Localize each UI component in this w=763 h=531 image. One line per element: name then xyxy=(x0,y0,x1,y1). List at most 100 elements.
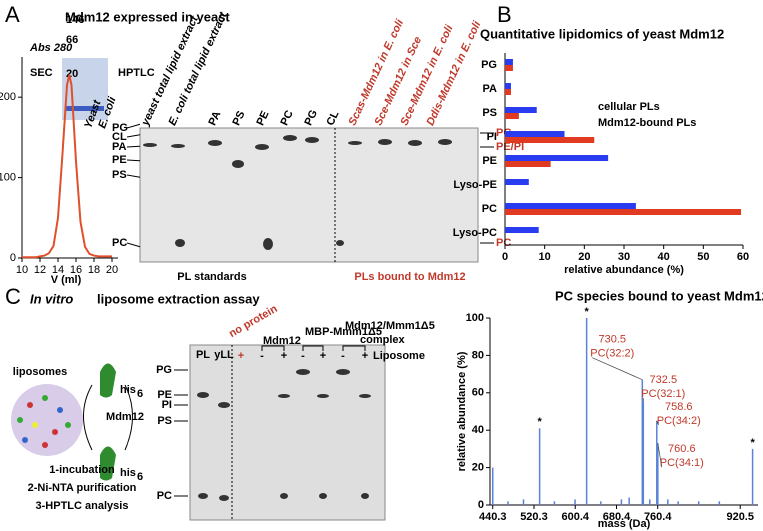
lane-label: PC xyxy=(278,109,295,128)
annotation-leader xyxy=(592,357,643,381)
x-tick-label: 30 xyxy=(618,251,630,263)
y-axis-label: relative abundance (%) xyxy=(456,351,468,471)
lane-label: CL xyxy=(324,109,341,128)
x-tick-label: 20 xyxy=(578,251,590,263)
lane-label: PA xyxy=(206,109,223,127)
panel-letter: A xyxy=(5,2,20,27)
x-tick-label: 50 xyxy=(697,251,709,263)
sign-label: - xyxy=(301,350,305,362)
x-tick-label: 14 xyxy=(52,264,64,276)
gel-band xyxy=(66,106,104,111)
tag-sub: 6 xyxy=(137,388,143,400)
label-tick xyxy=(126,174,141,178)
x-axis-label: V (ml) xyxy=(51,274,82,286)
y-tick-label: 200 xyxy=(0,91,16,103)
liposome xyxy=(11,384,83,456)
lane-label: PS xyxy=(230,109,247,127)
x-tick-label: 10 xyxy=(16,264,28,276)
x-axis-label: mass (Da) xyxy=(598,518,651,530)
condition-label: complex xyxy=(360,334,406,346)
tag-label: his xyxy=(120,467,136,479)
annotation-mass: 732.5 xyxy=(650,374,678,386)
panel-title: Mdm12 expressed in yeast xyxy=(65,9,230,24)
bar xyxy=(505,131,565,137)
method-label: HPTLC xyxy=(118,67,155,79)
sec-line xyxy=(22,74,112,259)
annotation-leader xyxy=(656,420,660,426)
condition-label: Mdm12/Mmm1Δ5 xyxy=(345,320,435,332)
band-label: PI xyxy=(162,399,172,411)
annotation-species: PC(32:1) xyxy=(641,388,685,400)
tlc-spots xyxy=(143,135,452,250)
sign-label: - xyxy=(260,350,264,362)
band-label: PG xyxy=(156,364,172,376)
arrow xyxy=(83,384,93,451)
lane-label: PL xyxy=(196,349,210,361)
y-tick-label: 0 xyxy=(478,499,484,511)
lane-label: PE xyxy=(254,109,271,127)
x-tick-label: 440.3 xyxy=(479,511,507,523)
y-tick-label: 20 xyxy=(472,462,484,474)
band-label: PE xyxy=(157,389,172,401)
annotation-mass: 760.6 xyxy=(668,443,696,455)
x-axis-label: relative abundance (%) xyxy=(564,264,684,276)
annotation-species: PC(32:2) xyxy=(590,348,634,360)
step-label: 1-incubation xyxy=(49,464,115,476)
mdm12-shape xyxy=(100,363,116,398)
annotation-species: PC(34:2) xyxy=(657,415,701,427)
y-tick-label: 0 xyxy=(10,252,16,264)
y-tick-label: Lyso-PC xyxy=(453,227,497,239)
legend-entry: cellular PLs xyxy=(598,101,660,113)
tlc-plate xyxy=(189,344,386,521)
label-tick xyxy=(126,242,141,248)
marker-label: 66 xyxy=(66,34,78,46)
annotation-mass: 730.5 xyxy=(599,334,627,346)
lipid-dots xyxy=(17,395,71,448)
label-tick xyxy=(126,134,141,138)
marker-label: 146 xyxy=(66,14,84,26)
y-tick-label: PI xyxy=(487,131,497,143)
x-tick-label: 920.5 xyxy=(726,511,754,523)
label-tick xyxy=(126,159,141,162)
y-tick-label: PA xyxy=(483,83,498,95)
band-label: PE/PI xyxy=(496,141,524,153)
row-label: Liposome xyxy=(373,350,425,362)
panel-letter: C xyxy=(5,284,21,309)
y-tick-label: Lyso-PE xyxy=(453,179,497,191)
lane-label: PG xyxy=(302,108,320,127)
y-tick-label: PC xyxy=(482,203,497,215)
annotation-mass: 758.6 xyxy=(665,401,693,413)
x-tick-label: 40 xyxy=(658,251,670,263)
lane-label: yLL xyxy=(214,349,234,361)
y-axis-label: Abs 280 xyxy=(29,42,73,54)
x-tick-label: 680.4 xyxy=(603,511,631,523)
x-tick-label: 10 xyxy=(539,251,551,263)
y-tick-label: 80 xyxy=(472,349,484,361)
bar xyxy=(505,65,513,71)
bar xyxy=(505,209,742,215)
legend-entry: Mdm12-bound PLs xyxy=(598,117,696,129)
band-label: PC xyxy=(112,237,127,249)
condition-label: MBP-Mmm1Δ5 xyxy=(305,326,382,338)
x-tick-label: 18 xyxy=(88,264,100,276)
step-label: 3-HPTLC analysis xyxy=(36,500,129,512)
band-label: PS xyxy=(112,169,127,181)
tlc-plate xyxy=(139,127,479,263)
bar xyxy=(505,137,595,143)
panel-title: In vitro xyxy=(30,291,73,306)
x-tick-label: 60 xyxy=(737,251,749,263)
chart-title: PC species bound to yeast Mdm12 xyxy=(555,288,763,303)
sign-label: - xyxy=(341,350,345,362)
peak-star: * xyxy=(584,306,589,318)
x-tick-label: 12 xyxy=(34,264,46,276)
bar xyxy=(505,107,537,113)
y-tick-label: 100 xyxy=(0,172,16,184)
bar xyxy=(505,155,609,161)
y-tick-label: PE xyxy=(482,155,497,167)
label-tick xyxy=(126,145,141,148)
y-tick-label: 100 xyxy=(466,312,484,324)
sign-label: + xyxy=(238,350,244,362)
band-label: PC xyxy=(496,237,511,249)
diagram-label: liposomes xyxy=(13,366,67,378)
